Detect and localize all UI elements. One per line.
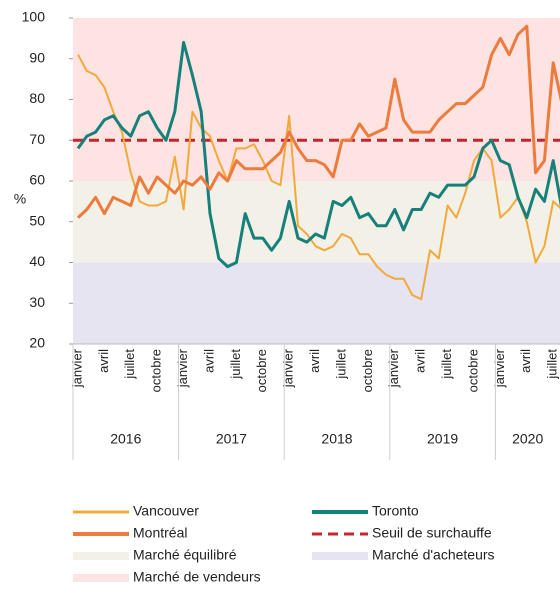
x-tick-label: octobre — [149, 349, 164, 392]
x-tick-label: janvier — [281, 348, 296, 388]
legend-label: Marché équilibré — [133, 547, 237, 563]
y-tick-label: 40 — [29, 253, 45, 269]
legend-label: Montréal — [133, 525, 187, 541]
y-tick-label: 50 — [29, 212, 45, 228]
x-tick-label: avril — [201, 349, 216, 373]
x-tick-label: juillet — [333, 349, 348, 380]
year-label: 2017 — [216, 431, 247, 447]
y-tick-label: 70 — [29, 131, 45, 147]
legend-swatch — [73, 552, 129, 560]
x-tick-label: avril — [413, 349, 428, 373]
x-tick-label: juillet — [122, 349, 137, 380]
band — [73, 181, 560, 263]
y-tick-label: 60 — [29, 172, 45, 188]
legend-label: Toronto — [372, 503, 419, 519]
year-label: 2020 — [512, 431, 543, 447]
y-tick-label: 100 — [22, 9, 46, 25]
x-tick-label: juillet — [439, 349, 454, 380]
legend-swatch — [73, 574, 129, 582]
x-tick-label: juillet — [228, 349, 243, 380]
x-tick-label: juillet — [545, 349, 560, 380]
year-label: 2019 — [427, 431, 458, 447]
plot-area — [73, 18, 560, 344]
year-label: 2018 — [321, 431, 352, 447]
series-line — [76, 24, 560, 219]
legend-label: Seuil de surchauffe — [372, 525, 492, 541]
y-tick-label: 90 — [29, 49, 45, 65]
series-line — [76, 40, 560, 269]
x-tick-label: octobre — [360, 349, 375, 392]
x-tick-label: janvier — [69, 348, 84, 388]
band — [73, 262, 560, 344]
x-tick-label: octobre — [465, 349, 480, 392]
y-tick-label: 20 — [29, 335, 45, 351]
x-tick-label: avril — [518, 349, 533, 373]
y-tick-label: 30 — [29, 294, 45, 310]
x-tick-label: octobre — [254, 349, 269, 392]
legend-label: Marché d'acheteurs — [372, 547, 495, 563]
x-tick-label: avril — [307, 349, 322, 373]
band — [73, 18, 560, 181]
x-tick-label: janvier — [492, 348, 507, 388]
y-tick-label: 80 — [29, 90, 45, 106]
x-tick-label: janvier — [175, 348, 190, 388]
x-tick-label: avril — [96, 349, 111, 373]
legend-swatch — [312, 552, 368, 560]
legend-label: Vancouver — [133, 503, 199, 519]
year-label: 2016 — [110, 431, 141, 447]
y-axis-label: % — [14, 191, 26, 207]
x-tick-label: janvier — [386, 348, 401, 388]
legend-label: Marché de vendeurs — [133, 569, 261, 585]
